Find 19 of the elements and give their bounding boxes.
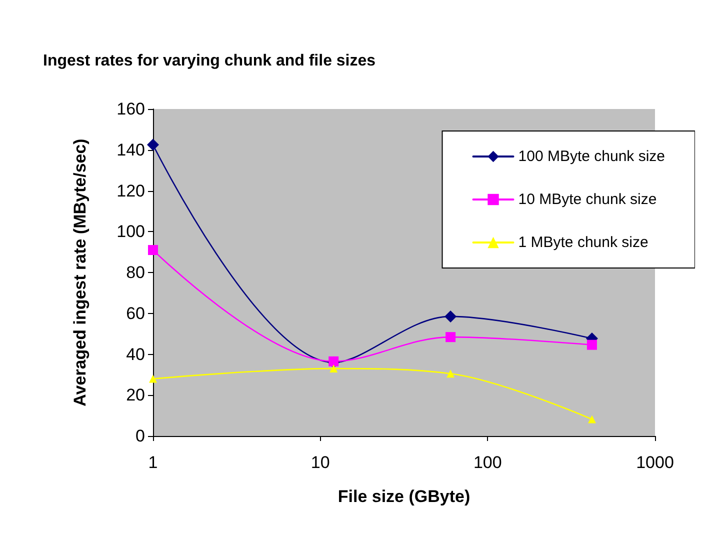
x-tick-label: 1 [148, 453, 158, 472]
y-tick-label: 60 [126, 304, 145, 323]
y-axis-title: Averaged ingest rate (MByte/sec) [70, 138, 90, 406]
x-tick-label: 100 [473, 453, 502, 472]
x-axis-title: File size (GByte) [338, 487, 470, 506]
y-tick-label: 20 [126, 386, 145, 405]
x-tick-label: 10 [310, 453, 330, 472]
chart-title: Ingest rates for varying chunk and file sizes [43, 52, 376, 70]
y-tick-label: 120 [116, 181, 145, 200]
y-tick-label: 140 [116, 140, 145, 160]
x-tick-label: 1000 [636, 453, 674, 472]
y-tick-label: 80 [126, 263, 145, 282]
y-tick-label: 100 [116, 222, 145, 242]
legend-label: 100 MByte chunk size [518, 148, 666, 165]
legend-label: 1 MByte chunk size [518, 234, 648, 251]
legend-label: 10 MByte chunk size [518, 191, 657, 208]
y-tick-label: 160 [116, 100, 145, 118]
y-tick-label: 0 [136, 426, 145, 446]
y-tick-label: 40 [126, 344, 145, 364]
